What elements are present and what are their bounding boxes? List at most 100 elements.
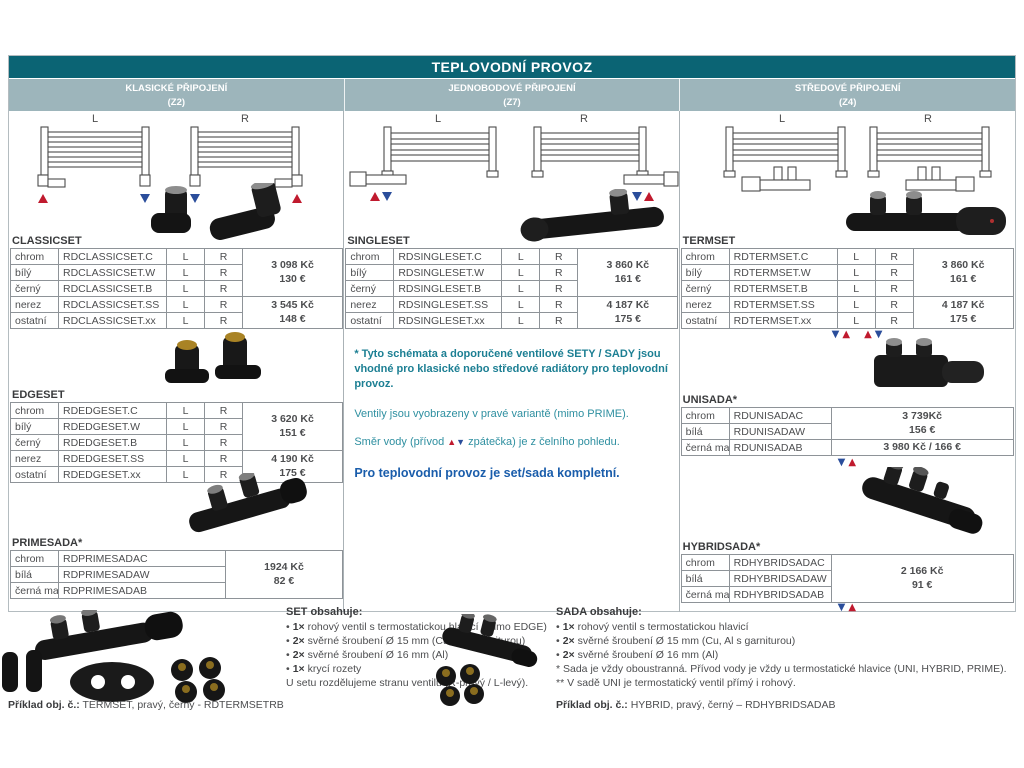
note-schemata: * Tyto schémata a doporučené ventilové S… [354, 348, 668, 390]
primesada-product-photo [169, 471, 319, 535]
column-header-z7-code: (Z7) [503, 96, 521, 108]
list-item: • 2× svěrné šroubení Ø 16 mm (Al) [556, 649, 719, 661]
list-item: • 1× rohový ventil s termostatickou hlavi… [556, 621, 749, 633]
flow-arrows-unisada: ▼ ▲ [838, 458, 856, 468]
table-row: chrom RDPRIMESADAC 1924 Kč 82 € [10, 550, 343, 599]
classicset-table: chrom RDCLASSICSET.C L R 3 098 Kč 130 € bílý… [10, 248, 343, 329]
flow-down-icon: ▼ [874, 329, 883, 340]
list-item: • 2× svěrné šroubení Ø 16 mm (Al) [286, 649, 449, 661]
table-row: černá mat RDUNISADAB 3 980 Kč / 166 € [680, 439, 1014, 456]
column-header-z2-code: (Z2) [167, 96, 186, 108]
classicset-label: CLASSICSET [12, 235, 82, 247]
table-row: černý RDCLASSICSET.B L R [10, 280, 343, 297]
hybridsada-product-photo [852, 460, 992, 539]
table-row: černý RDEDGESET.B L R [10, 434, 343, 451]
singleset-product-photo [516, 188, 676, 245]
set-contents-photo [0, 607, 272, 706]
flow-up-icon [292, 194, 302, 203]
set-contents-title: SET obsahuje: [286, 606, 363, 618]
note-complete: Pro teplovodní provoz je set/sada komple… [354, 465, 620, 480]
unisada-label: UNISADA* [682, 394, 738, 406]
flow-up-icon: ▲ [447, 436, 457, 447]
diagram-label-left: L [92, 113, 98, 125]
table-row: chrom RDCLASSICSET.C L R 3 098 Kč 130 € [10, 248, 343, 297]
diagram-single-point-connection: L R [344, 111, 680, 223]
product-table-frame: TEPLOVODNÍ PROVOZ KLASICKÉ PŘIPOJENÍ (Z2… [8, 55, 1016, 613]
edgeset-product-photo [157, 329, 292, 389]
notes-block: * Tyto schémata a doporučené ventilové S… [354, 347, 672, 480]
flow-up-icon [644, 192, 655, 201]
note-valves: Ventily jsou vyobrazeny v pravé variantě… [354, 407, 629, 420]
list-item: • 2× svěrné šroubení Ø 15 mm (Cu, Al s ga… [556, 635, 796, 647]
table-row: ostatní RDSINGLESET.xx L R [345, 312, 678, 329]
hybridsada-label: HYBRIDSADA* [682, 541, 761, 553]
column-z7: L R [344, 111, 680, 612]
column-header-z2: KLASICKÉ PŘIPOJENÍ (Z2) [9, 79, 345, 111]
table-row: černá mat RDPRIMESADAB [10, 582, 343, 599]
sada-contents-block: SADA obsahuje: • 1× rohový ventil s termo… [556, 606, 1016, 690]
termset-product-photo [840, 191, 1012, 243]
unisada-product-photo [868, 337, 993, 393]
flow-up-icon [38, 194, 48, 203]
diagram-label-left: L [779, 113, 785, 125]
sada-order-example: Příklad obj. č.: HYBRID, pravý, černý – … [556, 699, 836, 711]
flow-down-icon: ▼ [837, 457, 846, 468]
hybridsada-table: chrom RDHYBRIDSADAC 2 166 Kč 91 € bílá RDHY… [680, 554, 1014, 603]
sada-contents-photo [428, 611, 544, 706]
primesada-label: PRIMESADA* [12, 537, 83, 549]
flow-up-icon: ▲ [848, 457, 857, 468]
table-row: nerez RDSINGLESET.SS L R 4 187 Kč 175 € [345, 296, 679, 329]
column-z2: L R [9, 111, 345, 612]
diagram-label-right: R [580, 113, 588, 125]
primesada-table: chrom RDPRIMESADAC 1924 Kč 82 € bílá RDPRIM… [10, 550, 343, 599]
flow-down-icon [190, 194, 200, 203]
table-row: bílý RDSINGLESET.W L R [345, 264, 678, 281]
termset-label: TERMSET [682, 235, 736, 247]
flow-up-icon [370, 192, 381, 201]
diagram-label-right: R [924, 113, 932, 125]
table-row: chrom RDTERMSET.C L R 3 860 Kč 161 € [680, 248, 1014, 297]
table-row: ostatní RDEDGESET.xx L R [10, 466, 343, 483]
termset-table: chrom RDTERMSET.C L R 3 860 Kč 161 € bílý RDT… [680, 248, 1014, 329]
diagram-label-right: R [241, 113, 249, 125]
flow-arrows-termset: ▼ ▲ ▲ ▼ [832, 330, 883, 340]
table-row: chrom RDSINGLESET.C L R 3 860 Kč 161 € [345, 248, 679, 297]
set-order-example: Příklad obj. č.: TERMSET, pravý, černý -… [8, 699, 284, 711]
table-row: chrom RDEDGESET.C L R 3 620 Kč 151 € [10, 402, 343, 451]
table-row: bílý RDTERMSET.W L R [680, 264, 1013, 281]
table-row: ostatní RDCLASSICSET.xx L R [10, 312, 343, 329]
column-header-z4: STŘEDOVÉ PŘIPOJENÍ (Z4) [680, 79, 1016, 111]
page-title: TEPLOVODNÍ PROVOZ [9, 56, 1015, 78]
classicset-product-photo [137, 179, 302, 247]
table-row: chrom RDUNISADAC 3 739Kč 156 € [680, 407, 1014, 440]
singleset-label: SINGLESET [347, 235, 410, 247]
flow-up-icon: ▲ [842, 329, 851, 340]
unisada-table: chrom RDUNISADAC 3 739Kč 156 € bílá RDUNISA… [680, 407, 1014, 456]
table-row: nerez RDTERMSET.SS L R 4 187 Kč 175 € [680, 296, 1014, 329]
singleset-table: chrom RDSINGLESET.C L R 3 860 Kč 161 € bílý R… [345, 248, 679, 329]
table-row: bílý RDEDGESET.W L R [10, 418, 343, 435]
table-row: ostatní RDTERMSET.xx L R [680, 312, 1013, 329]
diagram-label-left: L [435, 113, 441, 125]
list-item: • 1× krycí rozety [286, 663, 362, 675]
column-header-z2-name: KLASICKÉ PŘIPOJENÍ [125, 83, 228, 94]
flow-down-icon [382, 192, 393, 201]
diagram-classic-connection: L R [9, 111, 345, 223]
column-header-z7-name: JEDNOBODOVÉ PŘIPOJENÍ [448, 83, 576, 94]
table-row: černá mat RDHYBRIDSADAB [680, 586, 1013, 603]
edgeset-label: EDGESET [12, 389, 65, 401]
flow-down-icon [140, 194, 150, 203]
flow-down-icon: ▼ [831, 329, 840, 340]
flow-arrows-hybridsada: ▼ ▲ [838, 603, 856, 613]
column-header-z7: JEDNOBODOVÉ PŘIPOJENÍ (Z7) [344, 79, 681, 111]
column-headers: KLASICKÉ PŘIPOJENÍ (Z2) JEDNOBODOVÉ PŘIP… [9, 78, 1016, 111]
column-header-z4-name: STŘEDOVÉ PŘIPOJENÍ [794, 83, 901, 94]
flow-down-icon [632, 192, 643, 201]
note-flow-direction: Směr vody (přívod ▲▼ zpátečka) je z čeln… [354, 435, 620, 448]
flow-up-icon: ▲ [864, 329, 872, 340]
legend-section: SET obsahuje: • 1× rohový ventil s termos… [0, 604, 1024, 768]
sada-note-2: ** V sadě UNI je termostatický ventil př… [556, 677, 796, 689]
table-row: nerez RDEDGESET.SS L R 4 190 Kč 175 € [10, 450, 343, 483]
table-row: černý RDTERMSET.B L R [680, 280, 1013, 297]
